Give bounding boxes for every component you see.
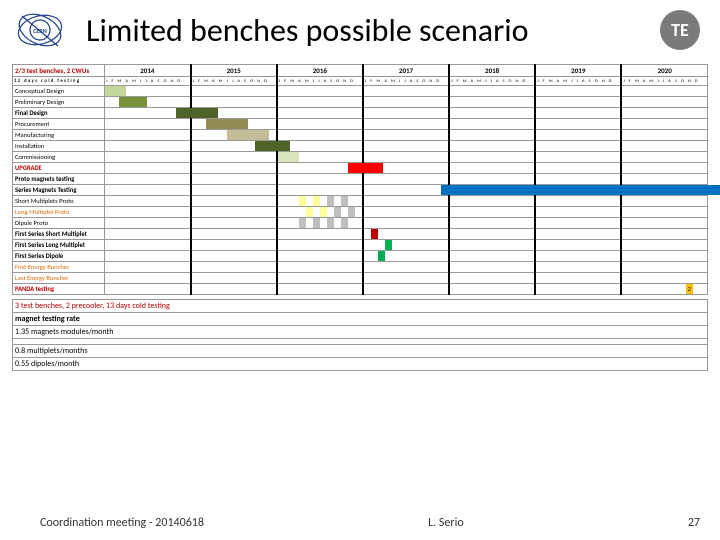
note-line-1: 3 test benches, 2 precooler, 13 days col…: [13, 300, 708, 313]
gantt-chart: 2/3 test benches, 2 CWUs 201420152016201…: [12, 64, 708, 295]
months-label: J F M A M J J A S O N D: [105, 77, 191, 86]
year-header: 2019: [535, 65, 621, 77]
gantt-row: Procurement: [13, 119, 708, 130]
year-header: 2020: [621, 65, 707, 77]
gantt-row-label: Procurement: [13, 119, 105, 130]
note-line-5: 0.55 dipoles/month: [13, 358, 708, 371]
gantt-row-label: First Series Short Multiplet: [13, 229, 105, 240]
gantt-bar: [327, 218, 334, 228]
gantt-row-label: Short Multiplets Proto: [13, 196, 105, 207]
gantt-bar: [227, 130, 269, 140]
gantt-row: PANDA testing 2: [13, 284, 708, 295]
gantt-row: Series Magnets Testing: [13, 185, 708, 196]
gantt-bar: [371, 229, 378, 239]
gantt-row-label: PANDA testing: [13, 284, 105, 295]
gantt-bar: [313, 196, 320, 206]
gantt-row-label: UPGRADE: [13, 163, 105, 174]
months-label: J F M A M J J A S O N D: [277, 77, 363, 86]
gantt-bar: [119, 97, 147, 107]
months-label: J F M A M J J A S O N D: [535, 77, 621, 86]
gantt-bar: [206, 119, 248, 129]
gantt-bar: [320, 207, 327, 217]
gantt-row: Manufacturing: [13, 130, 708, 141]
year-header: 2017: [363, 65, 449, 77]
slide-title: Limited benches possible scenario: [76, 11, 652, 50]
gantt-bar: [385, 240, 392, 250]
gantt-row: Conceptual Design: [13, 86, 708, 97]
gantt-row: Short Multiplets Proto: [13, 196, 708, 207]
gantt-row: Last Energy Buncher: [13, 273, 708, 284]
gantt-bar: [105, 86, 126, 96]
gantt-row-label: Preliminary Design: [13, 97, 105, 108]
note-line-2: magnet testing rate: [13, 313, 708, 326]
gantt-bar: [341, 218, 348, 228]
year-header: 2018: [449, 65, 535, 77]
gantt-bar: [334, 207, 341, 217]
footer-left: Coordination meeting - 20140618: [40, 516, 204, 530]
gantt-bar: [299, 218, 306, 228]
gantt-row: Commissioning: [13, 152, 708, 163]
gantt-bar: 2: [686, 284, 693, 294]
gantt-row: First Series Short Multiplet: [13, 229, 708, 240]
gantt-bar: [348, 207, 355, 217]
gantt-header-top: 2/3 test benches, 2 CWUs: [13, 65, 105, 77]
gantt-row-label: First Series Long Multiplet: [13, 240, 105, 251]
note-line-3: 1.35 magnets modules/month: [13, 326, 708, 339]
months-label: J F M A M J J A S O N D: [363, 77, 449, 86]
gantt-row-label: Last Energy Buncher: [13, 273, 105, 284]
gantt-row-label: Final Design: [13, 108, 105, 119]
gantt-row: Proto magnets testing: [13, 174, 708, 185]
gantt-row: First Series Dipole: [13, 251, 708, 262]
gantt-bar: [313, 218, 320, 228]
gantt-row-label: Proto magnets testing: [13, 174, 105, 185]
gantt-row: Long Multiplet Proto: [13, 207, 708, 218]
gantt-row: Dipole Proto: [13, 218, 708, 229]
gantt-row-label: Installation: [13, 141, 105, 152]
cern-logo: CERN: [12, 8, 68, 52]
gantt-bar: [278, 152, 299, 162]
slide-footer: Coordination meeting - 20140618 L. Serio…: [0, 516, 720, 530]
slide-header: CERN Limited benches possible scenario T…: [0, 0, 720, 56]
gantt-bar: [341, 196, 348, 206]
gantt-header-sub: 12 days cold testing: [13, 77, 105, 86]
year-header: 2015: [191, 65, 277, 77]
footer-center: L. Serio: [428, 516, 464, 530]
footer-right: 27: [688, 516, 700, 530]
gantt-bar: [327, 196, 334, 206]
gantt-row: Final Design: [13, 108, 708, 119]
gantt-row-label: Long Multiplet Proto: [13, 207, 105, 218]
gantt-row-label: Dipole Proto: [13, 218, 105, 229]
te-badge: TE: [660, 10, 700, 50]
gantt-row-label: First Energy Buncher: [13, 262, 105, 273]
year-header: 2016: [277, 65, 363, 77]
gantt-row-label: Series Magnets Testing: [13, 185, 105, 196]
gantt-row-label: Commissioning: [13, 152, 105, 163]
note-line-4: 0.8 multiplets/months: [13, 345, 708, 358]
gantt-bar: [306, 207, 313, 217]
gantt-row-label: First Series Dipole: [13, 251, 105, 262]
gantt-row: UPGRADE: [13, 163, 708, 174]
cern-logo-text: CERN: [33, 27, 46, 35]
gantt-row: Installation: [13, 141, 708, 152]
year-header: 2014: [105, 65, 191, 77]
gantt-row: First Energy Buncher: [13, 262, 708, 273]
months-label: J F M A M J J A S O N D: [621, 77, 707, 86]
gantt-row-label: Conceptual Design: [13, 86, 105, 97]
footnotes: 3 test benches, 2 precooler, 13 days col…: [12, 299, 708, 371]
gantt-bar: [378, 251, 385, 261]
months-label: J F M A M J J A S O N D: [191, 77, 277, 86]
gantt-row-label: Manufacturing: [13, 130, 105, 141]
gantt-row: First Series Long Multiplet: [13, 240, 708, 251]
gantt-row: Preliminary Design: [13, 97, 708, 108]
gantt-bar: [299, 196, 306, 206]
months-label: J F M A M J J A S O N D: [449, 77, 535, 86]
